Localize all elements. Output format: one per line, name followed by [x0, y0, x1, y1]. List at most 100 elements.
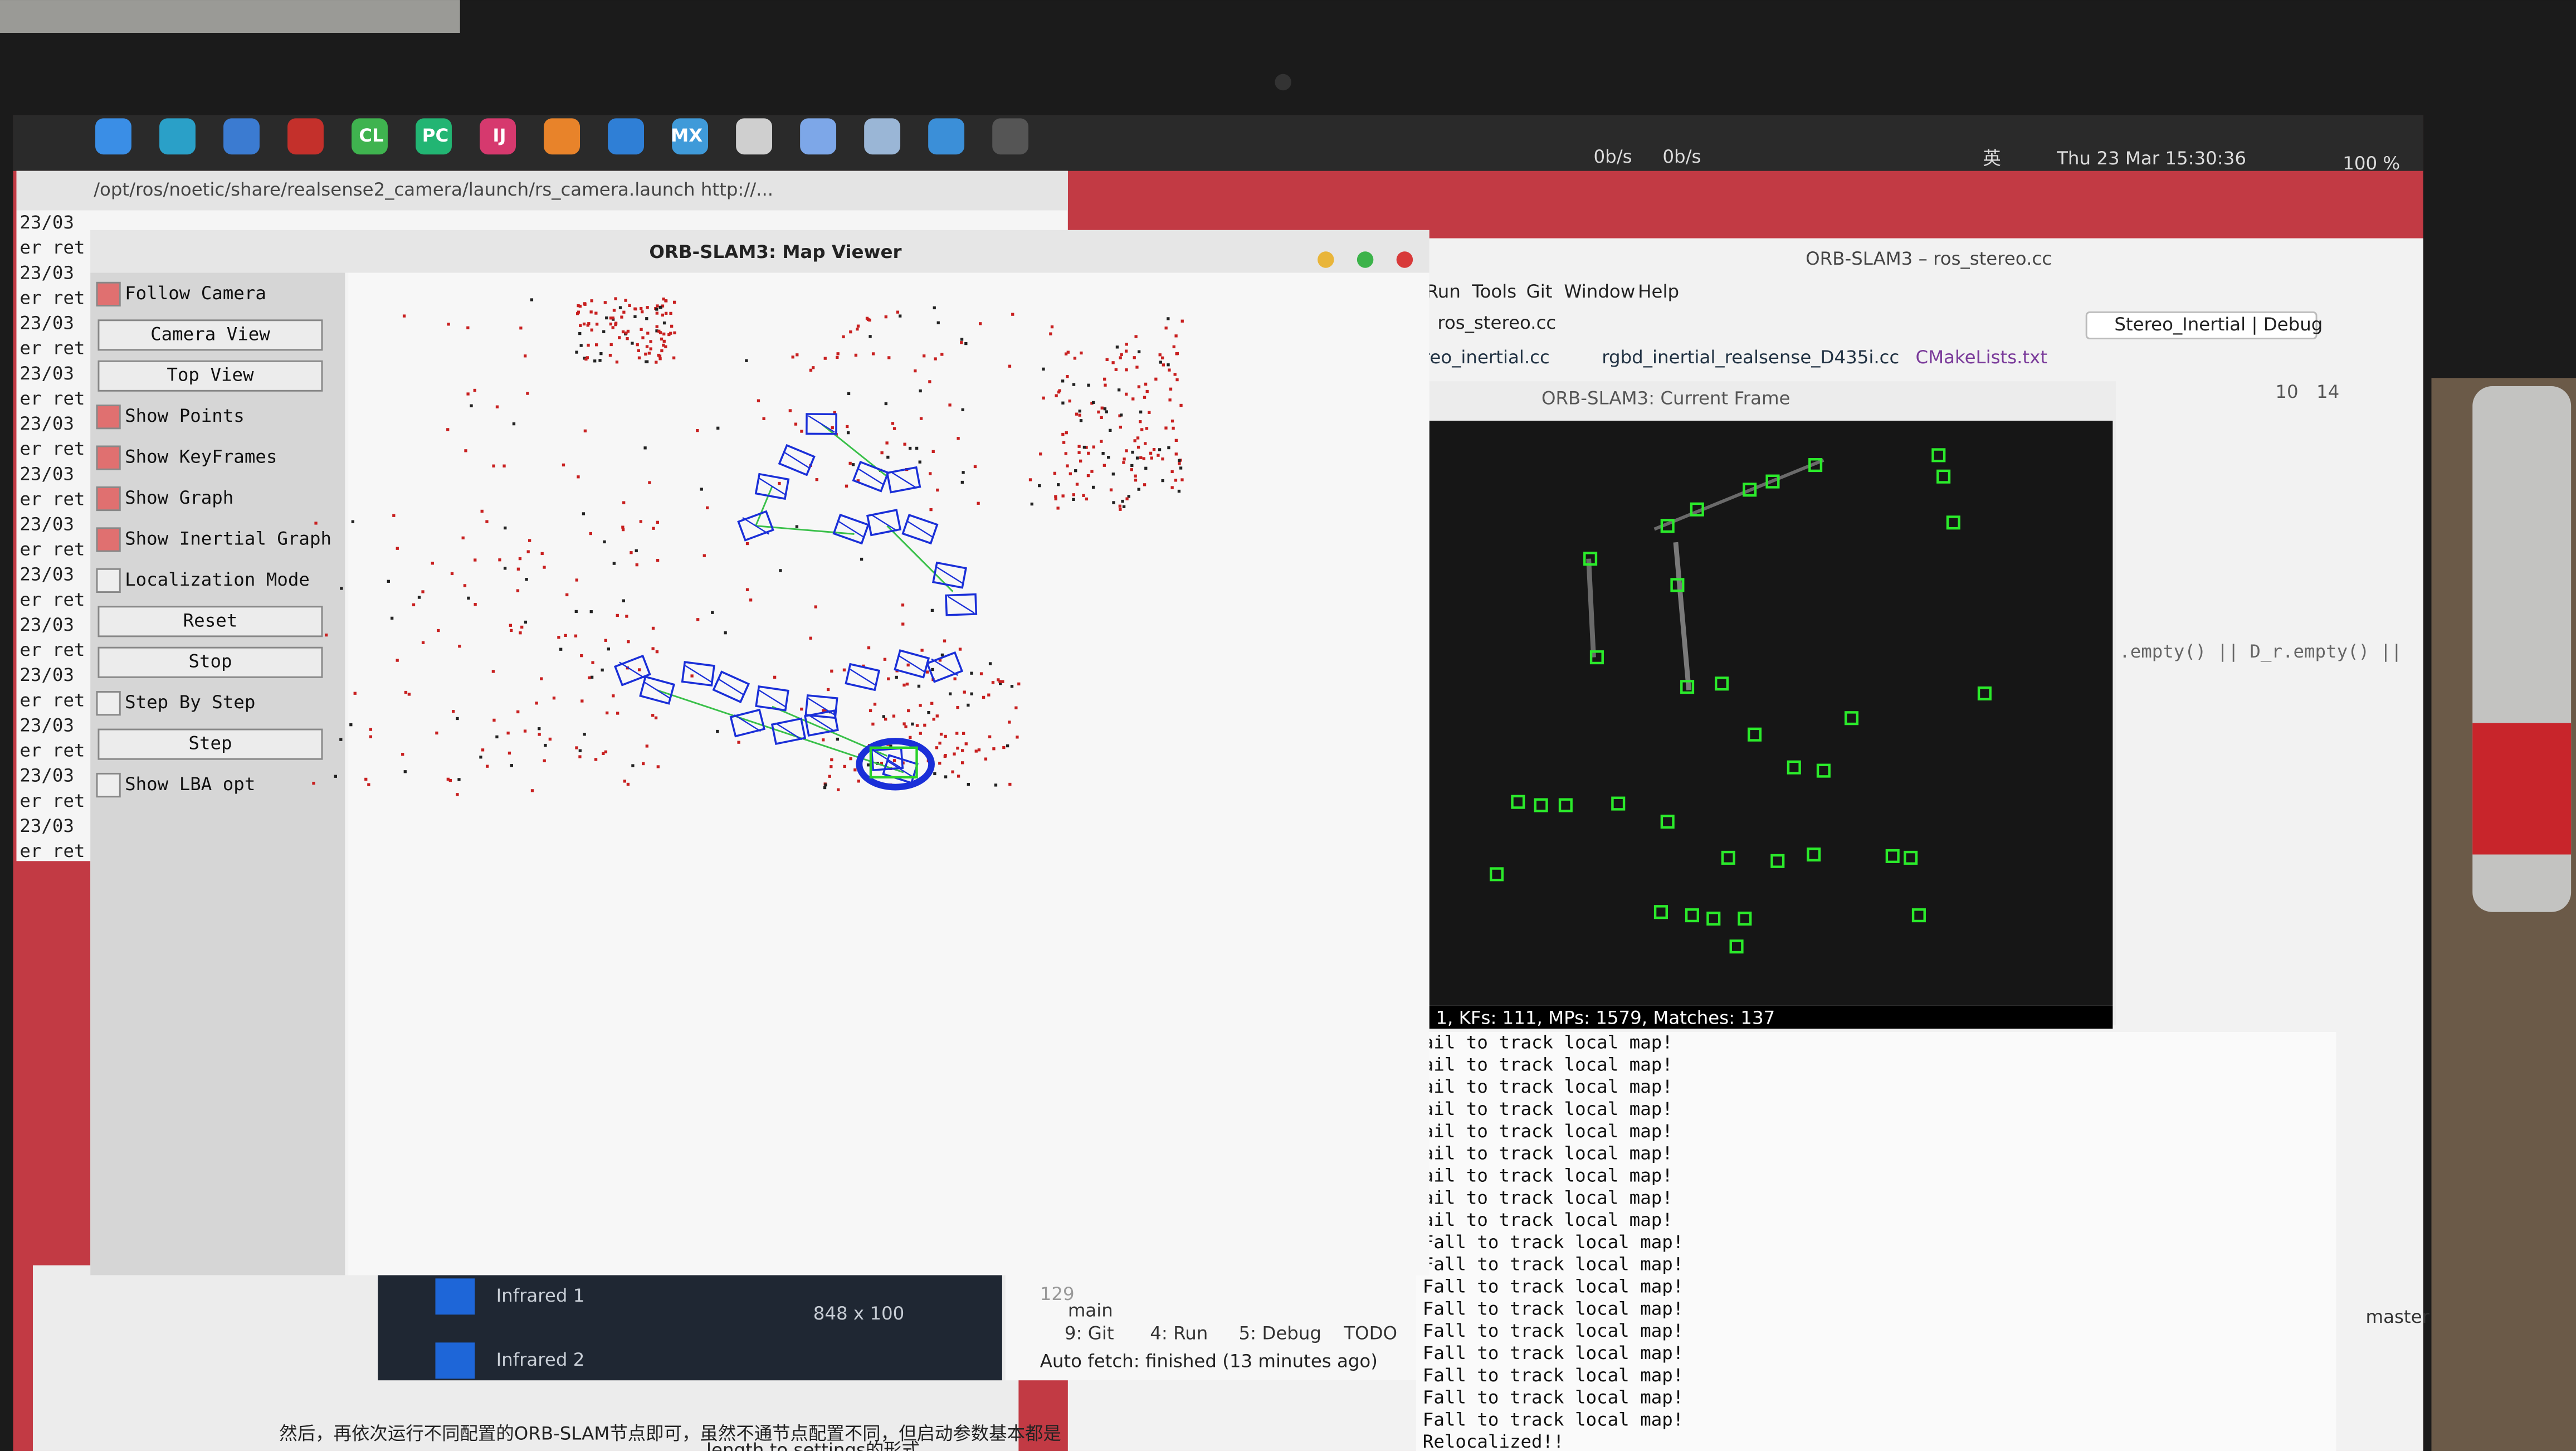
keyframe-diag [783, 451, 811, 469]
map-point [1170, 486, 1174, 489]
map-point [435, 731, 438, 735]
map-point [988, 735, 992, 738]
map-point [587, 322, 591, 325]
checkbox[interactable] [96, 486, 121, 512]
terminal-line: er ret [19, 639, 85, 660]
map-point [586, 324, 589, 327]
dock-icon[interactable] [480, 118, 516, 155]
button[interactable] [97, 646, 323, 678]
map-point [615, 361, 619, 364]
dock-icon[interactable] [159, 118, 196, 155]
map-point [884, 315, 887, 319]
map-point [960, 480, 964, 484]
map-point [396, 547, 399, 550]
map-point [611, 317, 614, 320]
checkbox[interactable] [96, 281, 121, 307]
control-panel [90, 272, 345, 1275]
terminal-line: er ret [19, 388, 85, 409]
tool-tab[interactable]: 9: Git [1065, 1323, 1114, 1344]
map-point [1139, 420, 1142, 423]
keyframe [870, 747, 904, 771]
editor-tab[interactable]: rgbd_inertial_realsense_D435i.cc [1602, 347, 1899, 368]
button[interactable] [97, 319, 323, 351]
map-point [622, 599, 625, 602]
map-point [506, 731, 510, 735]
menu-item[interactable]: Window [1564, 281, 1635, 302]
feature-box [1936, 469, 1951, 484]
dock-icon[interactable] [928, 118, 965, 155]
map-point [1017, 682, 1021, 686]
keyframe [852, 460, 890, 493]
map-point [540, 552, 544, 556]
button-label[interactable]: Reset [183, 610, 238, 631]
menu-item[interactable]: Tools [1471, 281, 1516, 302]
map-point [508, 751, 511, 755]
map-point [794, 422, 798, 426]
map-point [474, 603, 477, 606]
dock-icon[interactable] [223, 118, 260, 155]
maximize[interactable] [1357, 251, 1374, 268]
dock-icon[interactable] [736, 118, 773, 155]
menu-item[interactable]: Help [1638, 281, 1679, 302]
menu-item[interactable]: Git [1526, 281, 1553, 302]
button-label[interactable]: Camera View [150, 323, 270, 344]
checkbox[interactable] [96, 772, 121, 798]
run-config-label[interactable]: Stereo_Inertial | Debug [2114, 314, 2323, 335]
checkbox-label[interactable]: Localization Mode [125, 569, 310, 590]
dock-icon[interactable] [544, 118, 580, 155]
checkbox-label[interactable]: Show Points [125, 405, 245, 426]
checkbox[interactable] [96, 691, 121, 716]
map-point [467, 596, 470, 600]
map-point [481, 748, 485, 752]
map-point [1121, 499, 1124, 503]
minimize[interactable] [1318, 251, 1334, 268]
map-point [842, 335, 845, 339]
button-label[interactable]: Stop [188, 651, 232, 672]
button[interactable] [97, 728, 323, 760]
map-point [655, 311, 658, 315]
dock-icon[interactable] [992, 118, 1029, 155]
tool-tab[interactable]: TODO [1343, 1323, 1397, 1344]
map-point [902, 722, 906, 726]
run-config[interactable] [2085, 311, 2318, 339]
map-point [923, 723, 926, 727]
dock-icon[interactable] [800, 118, 837, 155]
dock-icon[interactable] [864, 118, 901, 155]
checkbox-label[interactable]: Show KeyFrames [125, 446, 277, 468]
dock-icon[interactable] [608, 118, 644, 155]
map-point [948, 403, 952, 407]
map-point [822, 738, 825, 742]
tool-tab[interactable]: 5: Debug [1239, 1323, 1321, 1344]
map-point [934, 357, 937, 361]
editor-tab[interactable]: CMakeLists.txt [1916, 347, 2048, 368]
map-point [833, 411, 836, 414]
close[interactable] [1396, 251, 1413, 268]
terminal-line: er ret [19, 539, 85, 560]
checkbox-label[interactable]: Show Inertial Graph [125, 528, 331, 549]
map-point [574, 610, 578, 613]
map-point [826, 688, 830, 692]
checkbox-label[interactable]: Step By Step [125, 692, 255, 713]
button-label[interactable]: Top View [167, 364, 254, 386]
button[interactable] [97, 606, 323, 637]
checkbox[interactable] [96, 445, 121, 470]
checkbox-label[interactable]: Follow Camera [125, 283, 266, 304]
checkbox-label[interactable]: Show LBA opt [125, 773, 255, 795]
checkbox[interactable] [96, 527, 121, 552]
dock-icon[interactable] [95, 118, 131, 155]
dock-icon[interactable] [416, 118, 452, 155]
checkbox[interactable] [96, 405, 121, 430]
checkbox[interactable] [96, 568, 121, 593]
map-point [510, 629, 513, 632]
map-point [918, 460, 921, 464]
checkbox-label[interactable]: Show Graph [125, 487, 233, 508]
dock-icon[interactable] [352, 118, 388, 155]
dock-icon[interactable] [672, 118, 709, 155]
editor-tab[interactable]: reo_inertial.cc [1423, 347, 1550, 368]
dock-icon[interactable] [287, 118, 324, 155]
menu-item[interactable]: Run [1426, 281, 1461, 302]
map-point [612, 694, 615, 698]
button[interactable] [97, 360, 323, 392]
tool-tab[interactable]: 4: Run [1150, 1323, 1208, 1344]
button-label[interactable]: Step [188, 733, 232, 754]
